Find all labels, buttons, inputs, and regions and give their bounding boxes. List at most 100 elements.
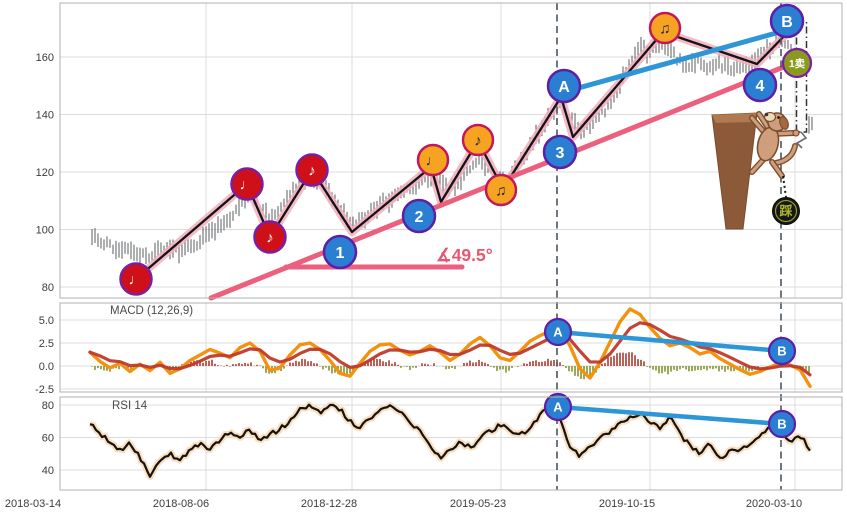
marker-circle (742, 67, 778, 103)
marker-circle (543, 317, 573, 347)
marker-wave-note-2: ♩ (230, 167, 264, 201)
marker-label: B (777, 344, 786, 359)
panel-frames (59, 2, 843, 491)
marker-circle (543, 392, 573, 422)
cliff-top-face (712, 113, 757, 123)
macd-histogram (91, 352, 810, 380)
marker-label: ♩ (240, 176, 255, 193)
marker-circle (253, 220, 287, 254)
marker-2: 2 (401, 198, 437, 234)
y-tick-price: 140 (36, 110, 54, 122)
y-tick-macd: 2.5 (39, 338, 54, 350)
marker-B: B (767, 336, 797, 366)
data-series (88, 27, 813, 481)
marker-label: A (553, 400, 563, 415)
panel-frame (59, 302, 843, 393)
marker-label: ♩ (129, 271, 144, 288)
marker-wave-note-3: ♪ (253, 220, 287, 254)
marker-label: ♪ (308, 162, 316, 179)
ab-trendline-rsi (555, 404, 785, 427)
panel-frame (59, 2, 843, 299)
axis-text: MACD (12,26,9) RSI 14 ∡49.5° 160 140 120 1 0… (5, 52, 802, 510)
marker-label: ♪ (266, 229, 274, 246)
marker-label: B (781, 14, 793, 31)
rsi-panel-label: RSI 14 (112, 400, 148, 412)
marker-label: ♩ (426, 152, 441, 169)
marker-1: 1 (322, 234, 358, 270)
y-tick-macd: 0.0 (39, 361, 54, 373)
marker-wave-note-8: ♫ (648, 11, 682, 45)
marker-wave-note-7: ♫ (484, 173, 518, 207)
marker-circle (484, 173, 518, 207)
marker-1卖: 1卖 (781, 47, 813, 79)
marker-circle (767, 336, 797, 366)
dog-eye (777, 116, 780, 119)
x-tick-date: 2020-03-10 (746, 498, 802, 510)
marker-circle (119, 262, 153, 296)
macd-line (88, 307, 812, 388)
marker-inner-ring (774, 199, 798, 223)
marker-A: A (543, 392, 573, 422)
marker-circle (322, 234, 358, 270)
marker-circle (772, 197, 800, 225)
marker-wave-note-4: ♪ (295, 153, 329, 187)
y-tick-rsi: 60 (42, 433, 54, 445)
panel-bg (60, 397, 842, 490)
marker-3: 3 (542, 134, 578, 170)
marker-label: B (777, 417, 786, 432)
panel-frame (59, 396, 843, 491)
marker-circle (461, 123, 495, 157)
marker-label: 2 (415, 209, 424, 226)
dog-paw (792, 129, 800, 137)
rsi-line (89, 403, 811, 478)
marker-circle (295, 153, 329, 187)
marker-wave-note-5: ♩ (416, 143, 450, 177)
macd-panel-label: MACD (12,26,9) (110, 305, 193, 317)
marker-wave-note-6: ♪ (461, 123, 495, 157)
marker-label: A (553, 325, 563, 340)
marker-wave-note-1: ♩ (119, 262, 153, 296)
x-tick-date: 2018-12-28 (301, 498, 357, 510)
event-markers: ♩ ♩ ♪ ♪ ♩ ♪ ♫ ♫ 1 2 3 4 A B 1卖踩 A B A B (119, 3, 813, 439)
marker-label: ♫ (495, 182, 506, 199)
cliff (711, 112, 758, 230)
marker-circle (401, 198, 437, 234)
rsi-series (89, 401, 813, 481)
marker-label: ♪ (474, 132, 482, 149)
marker-踩: 踩 (772, 197, 800, 225)
x-tick-date: 2018-03-14 (5, 498, 61, 510)
climbing-dog (749, 111, 800, 179)
annotation-lines (208, 3, 799, 490)
marker-label: ♫ (659, 20, 670, 37)
marker-circle (230, 167, 264, 201)
marker-circle (542, 134, 578, 170)
marker-circle (546, 68, 582, 104)
marker-circle (767, 409, 797, 439)
marker-circle (648, 11, 682, 45)
y-tick-price: 120 (36, 167, 54, 179)
marker-label: 踩 (779, 204, 792, 219)
panel-bg (60, 303, 842, 392)
x-tick-date: 2019-10-15 (599, 498, 655, 510)
marker-A: A (546, 68, 582, 104)
marker-circle (781, 47, 813, 79)
marker-label: 1卖 (789, 57, 806, 70)
y-tick-price: 160 (36, 52, 54, 64)
rope-tail (795, 131, 808, 149)
marker-label: 4 (756, 78, 765, 95)
x-tick-date: 2018-08-06 (153, 498, 209, 510)
marker-A: A (543, 317, 573, 347)
y-tick-price: 80 (42, 282, 54, 294)
marker-B: B (769, 3, 805, 39)
hang-line (782, 175, 787, 198)
marker-label: 3 (556, 145, 565, 162)
trendline-angle-label: ∡49.5° (436, 245, 493, 265)
ab-trendline-macd (555, 329, 785, 354)
y-tick-rsi: 80 (42, 400, 54, 412)
dog-ear (779, 116, 789, 130)
marker-4: 4 (742, 67, 778, 103)
y-tick-macd: 5.0 (39, 315, 54, 327)
y-tick-macd: -2.5 (35, 384, 54, 396)
